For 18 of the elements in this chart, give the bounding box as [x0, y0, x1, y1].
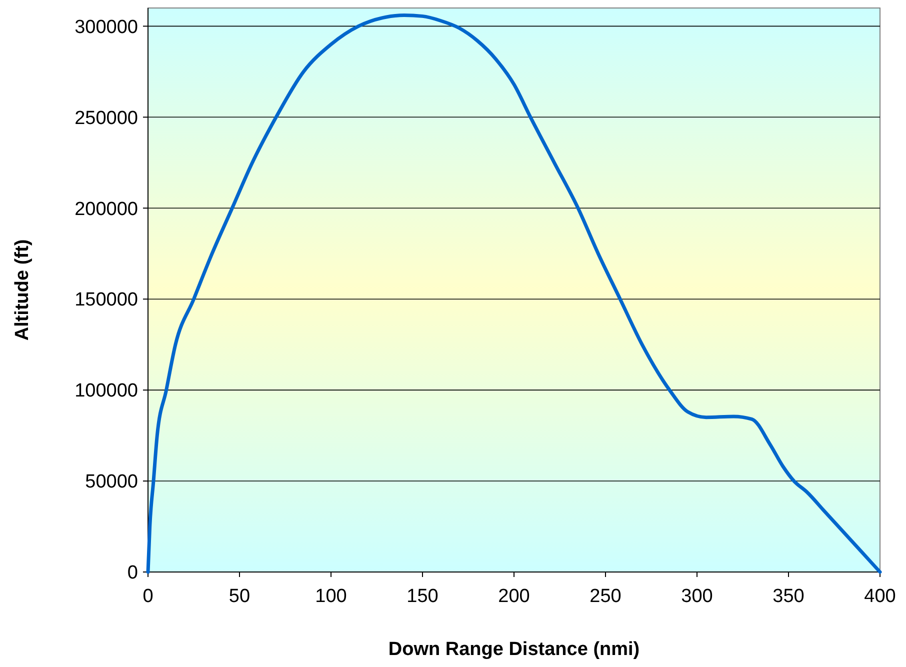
- x-tick-label: 400: [864, 586, 896, 607]
- y-tick-label: 250000: [74, 108, 138, 129]
- x-tick-label: 150: [406, 586, 438, 607]
- x-tick-label: 300: [681, 586, 713, 607]
- y-axis-title: Altitude (ft): [12, 239, 33, 341]
- y-tick-label: 300000: [74, 16, 138, 38]
- y-tick-label: 50000: [85, 472, 138, 493]
- x-tick-label: 250: [590, 586, 622, 607]
- x-tick-label: 200: [498, 586, 530, 607]
- y-tick-label: 0: [127, 562, 138, 584]
- x-tick-label: 0: [142, 586, 154, 607]
- x-tick-label: 50: [228, 586, 250, 607]
- y-tick-label: 200000: [74, 198, 138, 220]
- y-tick-label: 150000: [74, 290, 138, 311]
- x-axis-title: Down Range Distance (nmi): [388, 639, 640, 660]
- x-tick-label: 100: [315, 586, 347, 607]
- y-tick-label: 100000: [74, 380, 138, 402]
- x-tick-label: 350: [772, 586, 804, 607]
